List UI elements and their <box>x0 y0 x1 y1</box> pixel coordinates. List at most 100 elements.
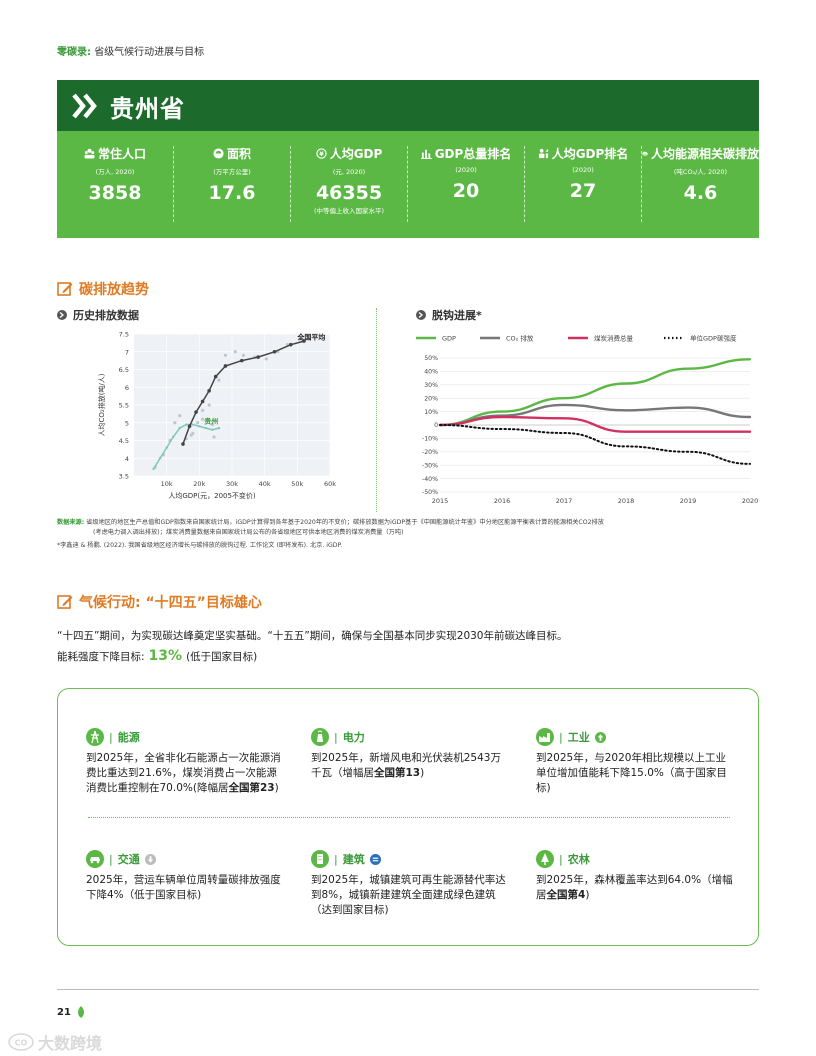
series-point-national <box>240 358 244 363</box>
stat-label: 常住人口 <box>97 147 146 161</box>
sector-text-tail: ) <box>420 767 425 779</box>
sector-text-tail: ) <box>274 782 279 794</box>
series-point-guizhou <box>204 426 208 430</box>
x-tick-label: 2020 <box>742 497 759 505</box>
watermark: CO 大数跨境 <box>8 1030 102 1054</box>
sector-text: 到2025年，森林覆盖率达到64.0%（增幅居全国第4) <box>536 873 736 903</box>
series-point-guizhou <box>165 446 168 449</box>
annotation-guizhou: 贵州 <box>204 416 218 425</box>
x-tick-label: 2017 <box>556 497 573 505</box>
subtitle-decoupling: 脱钩进展* <box>416 307 482 323</box>
scatter-point <box>173 421 177 425</box>
y-tick-label: 20% <box>424 395 438 402</box>
stat-carbon-per-capita: CO₂ 人均能源相关碳排放 (吨CO₂/人, 2020) 4.6 <box>642 131 759 238</box>
legend-label: 单位GDP碳强度 <box>690 334 737 343</box>
stat-label: 人均能源相关碳排放 <box>650 147 759 161</box>
sector-name: 工业 <box>567 731 590 744</box>
sector-energy: | 能源 到2025年，全省非化石能源占一次能源消费比重达到21.6%，煤炭消费占… <box>86 727 286 796</box>
province-title-band: 贵州省 <box>57 80 759 131</box>
series-point-national <box>256 355 260 359</box>
stat-label: 面积 <box>226 147 251 161</box>
scatter-point <box>178 414 182 418</box>
gdp-per-capita-icon: ¥ <box>316 148 327 159</box>
series-line-煤炭消费总量 <box>438 415 752 433</box>
y-tick-label: 10% <box>424 409 438 416</box>
sector-text: 到2025年，城镇建筑可再生能源替代率达到8%，城镇新建建筑全面建成绿色建筑（达… <box>311 874 506 916</box>
scatter-point <box>201 417 205 421</box>
data-source: 数据来源: 省级地区的地区生产总值和GDP指数来自国家统计局，iGDP计算得到各… <box>57 518 762 551</box>
legend-label: CO₂ 排放 <box>506 334 534 343</box>
leaf-icon <box>77 1006 84 1018</box>
tree-icon <box>536 850 554 868</box>
top-label-prefix: 零碳录 <box>57 47 87 58</box>
sector-name: 建筑 <box>342 853 365 866</box>
stat-gdp-per-capita-rank: 人均GDP排名 (2020) 27 <box>525 131 641 238</box>
series-point-guizhou <box>152 467 155 471</box>
x-axis-label: 人均GDP(元，2005不变价) <box>168 491 256 500</box>
scatter-point <box>207 403 211 407</box>
y-tick-label: 0 <box>434 422 438 429</box>
watermark-text: 大数跨境 <box>38 1034 103 1053</box>
annotation-national: 全国平均 <box>296 332 325 341</box>
x-tick-label: 10k <box>161 480 173 488</box>
co2-cloud-icon: CO₂ <box>642 151 648 156</box>
y-tick-label: -50% <box>422 489 438 496</box>
svg-text:¥: ¥ <box>319 150 324 158</box>
legend-label: 煤炭消费总量 <box>594 334 634 343</box>
stat-value: 20 <box>452 180 480 202</box>
stat-divider <box>641 146 642 222</box>
sector-text-bold: 全国第13 <box>374 767 421 779</box>
source-label: 数据来源: <box>57 519 85 526</box>
x-tick-label: 30k <box>226 480 238 488</box>
section-title-emission-trend: 碳排放趋势 <box>57 279 149 299</box>
sector-transport: | 交通 2025年，营运车辆单位周转量碳排放强度下降4%（低于国家目标) <box>86 849 286 903</box>
series-point-national <box>302 339 306 343</box>
sector-text-bold: 全国第4 <box>546 889 586 901</box>
x-tick-label: 2019 <box>680 497 697 505</box>
legend-label: GDP <box>442 335 456 343</box>
down-arrow-icon <box>144 853 156 865</box>
stat-area: 面积 (万平方公里) 17.6 <box>174 131 290 238</box>
y-tick-label: 5.5 <box>119 402 129 410</box>
sector-name: 电力 <box>342 731 365 744</box>
sector-name: 交通 <box>117 853 140 866</box>
stat-value: 17.6 <box>208 182 256 204</box>
y-tick-label: -30% <box>422 462 438 469</box>
svg-text:CO₂: CO₂ <box>643 154 647 156</box>
scatter-point <box>189 433 193 437</box>
y-tick-label: 7.5 <box>119 331 129 339</box>
chart-divider <box>376 308 377 512</box>
x-tick-label: 20k <box>193 480 205 488</box>
stat-divider <box>290 146 291 222</box>
y-tick-label: 40% <box>424 369 438 376</box>
sector-agriculture-forestry: | 农林 到2025年，森林覆盖率达到64.0%（增幅居全国第4) <box>536 849 736 903</box>
area-icon <box>213 148 224 159</box>
equal-icon <box>369 853 381 865</box>
sector-text: 2025年，营运车辆单位周转量碳排放强度下降4%（低于国家目标) <box>86 874 281 901</box>
stat-unit: (2020) <box>572 166 594 174</box>
stat-unit: (元, 2020) <box>332 168 366 176</box>
stat-divider <box>524 146 525 222</box>
sector-text-main: 到2025年，全省非化石能源占一次能源消费比重达到21.6%，煤炭消费占一次能源… <box>86 752 281 794</box>
target-label: 能耗强度下降目标: <box>57 651 145 663</box>
section-title-climate-action: 气候行动: “十四五”目标雄心 <box>57 592 262 612</box>
sector-text: 到2025年，全省非化石能源占一次能源消费比重达到21.6%，煤炭消费占一次能源… <box>86 751 286 796</box>
stat-unit: (万平方公里) <box>213 168 251 176</box>
stat-unit: (吨CO₂/人, 2020) <box>673 168 728 176</box>
top-label-text: 省级气候行动进展与目标 <box>94 47 205 58</box>
sector-industry: | 工业 到2025年，与2020年相比规模以上工业单位增加值能耗下降15.0%（… <box>536 727 736 796</box>
scatter-point <box>212 435 216 439</box>
y-tick-label: 7 <box>125 348 129 356</box>
province-title: 贵州省 <box>110 95 185 123</box>
footer-rule <box>57 989 759 990</box>
series-point-national <box>223 364 228 368</box>
section-title-text: 气候行动: “十四五”目标雄心 <box>79 595 262 611</box>
scatter-point <box>223 353 228 357</box>
x-tick-label: 50k <box>291 480 303 488</box>
stat-unit: (万人, 2020) <box>95 168 135 176</box>
subtitle-text: 脱钩进展* <box>432 309 482 322</box>
stat-value: 27 <box>569 180 597 202</box>
series-line-GDP <box>438 358 752 427</box>
stat-label: GDP总量排名 <box>434 147 512 161</box>
stat-gdp-rank: GDP总量排名 (2020) 20 <box>408 131 524 238</box>
